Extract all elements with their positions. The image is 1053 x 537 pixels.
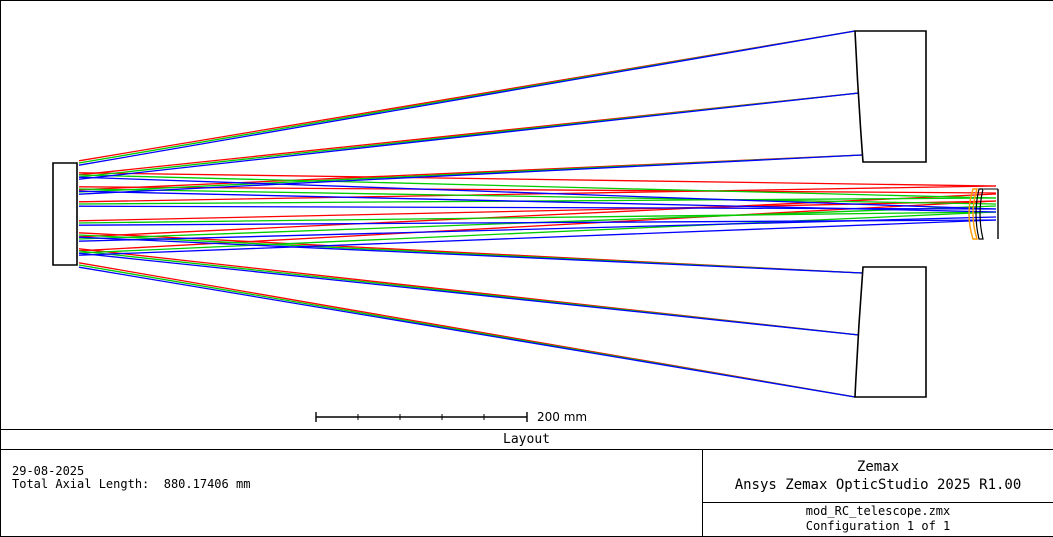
footer-divider-right: [703, 502, 1053, 503]
optical-layout-diagram: 200 mm: [52, 30, 999, 424]
ray-return: [78, 188, 997, 205]
divider-title: [0, 449, 1053, 450]
ray-return: [78, 205, 997, 210]
layout-plot-area: 200 mm: [1, 1, 1052, 429]
ray-incoming: [78, 252, 860, 336]
file-block: mod_RC_telescope.zmx Configuration 1 of …: [703, 503, 1053, 536]
ray-return: [78, 211, 997, 254]
ray-return: [78, 211, 997, 224]
ray-incoming: [78, 30, 856, 166]
ray-incoming: [78, 154, 863, 195]
scale-bar: 200 mm: [315, 410, 587, 424]
ray-return: [78, 216, 997, 242]
ray-return: [78, 186, 997, 194]
axial-length-value: 880.17406 mm: [163, 477, 251, 491]
field-lens-group: [968, 188, 999, 240]
ray-bundles: [78, 30, 997, 398]
ray-return: [78, 219, 997, 256]
ray-incoming: [78, 92, 860, 180]
ray-return: [78, 174, 997, 199]
ray-return: [78, 176, 997, 210]
company-block: Zemax Ansys Zemax OpticStudio 2025 R1.00: [703, 450, 1053, 502]
file-name: mod_RC_telescope.zmx: [805, 504, 951, 518]
product-name: Ansys Zemax OpticStudio 2025 R1.00: [734, 477, 1022, 493]
ray-incoming: [78, 266, 856, 398]
footer-info: 29-08-2025 Total Axial Length: 880.17406…: [12, 465, 250, 491]
company-name: Zemax: [856, 459, 900, 475]
primary-mirror-top: [854, 30, 927, 163]
ray-return: [78, 172, 997, 187]
field-lens-1: [968, 188, 978, 240]
divider-top: [0, 429, 1053, 430]
ray-incoming: [78, 236, 863, 274]
scale-bar-label: 200 mm: [537, 410, 587, 424]
primary-mirror-bottom: [854, 266, 927, 398]
axial-length-label: Total Axial Length:: [12, 477, 150, 491]
secondary-mirror: [52, 162, 78, 266]
field-lens-2: [975, 188, 984, 240]
date-label: 29-08-2025: [12, 464, 85, 478]
ray-return: [78, 185, 997, 203]
layout-title: Layout: [503, 432, 550, 447]
footer-divider-vertical: [702, 449, 703, 536]
configuration-label: Configuration 1 of 1: [805, 519, 951, 533]
